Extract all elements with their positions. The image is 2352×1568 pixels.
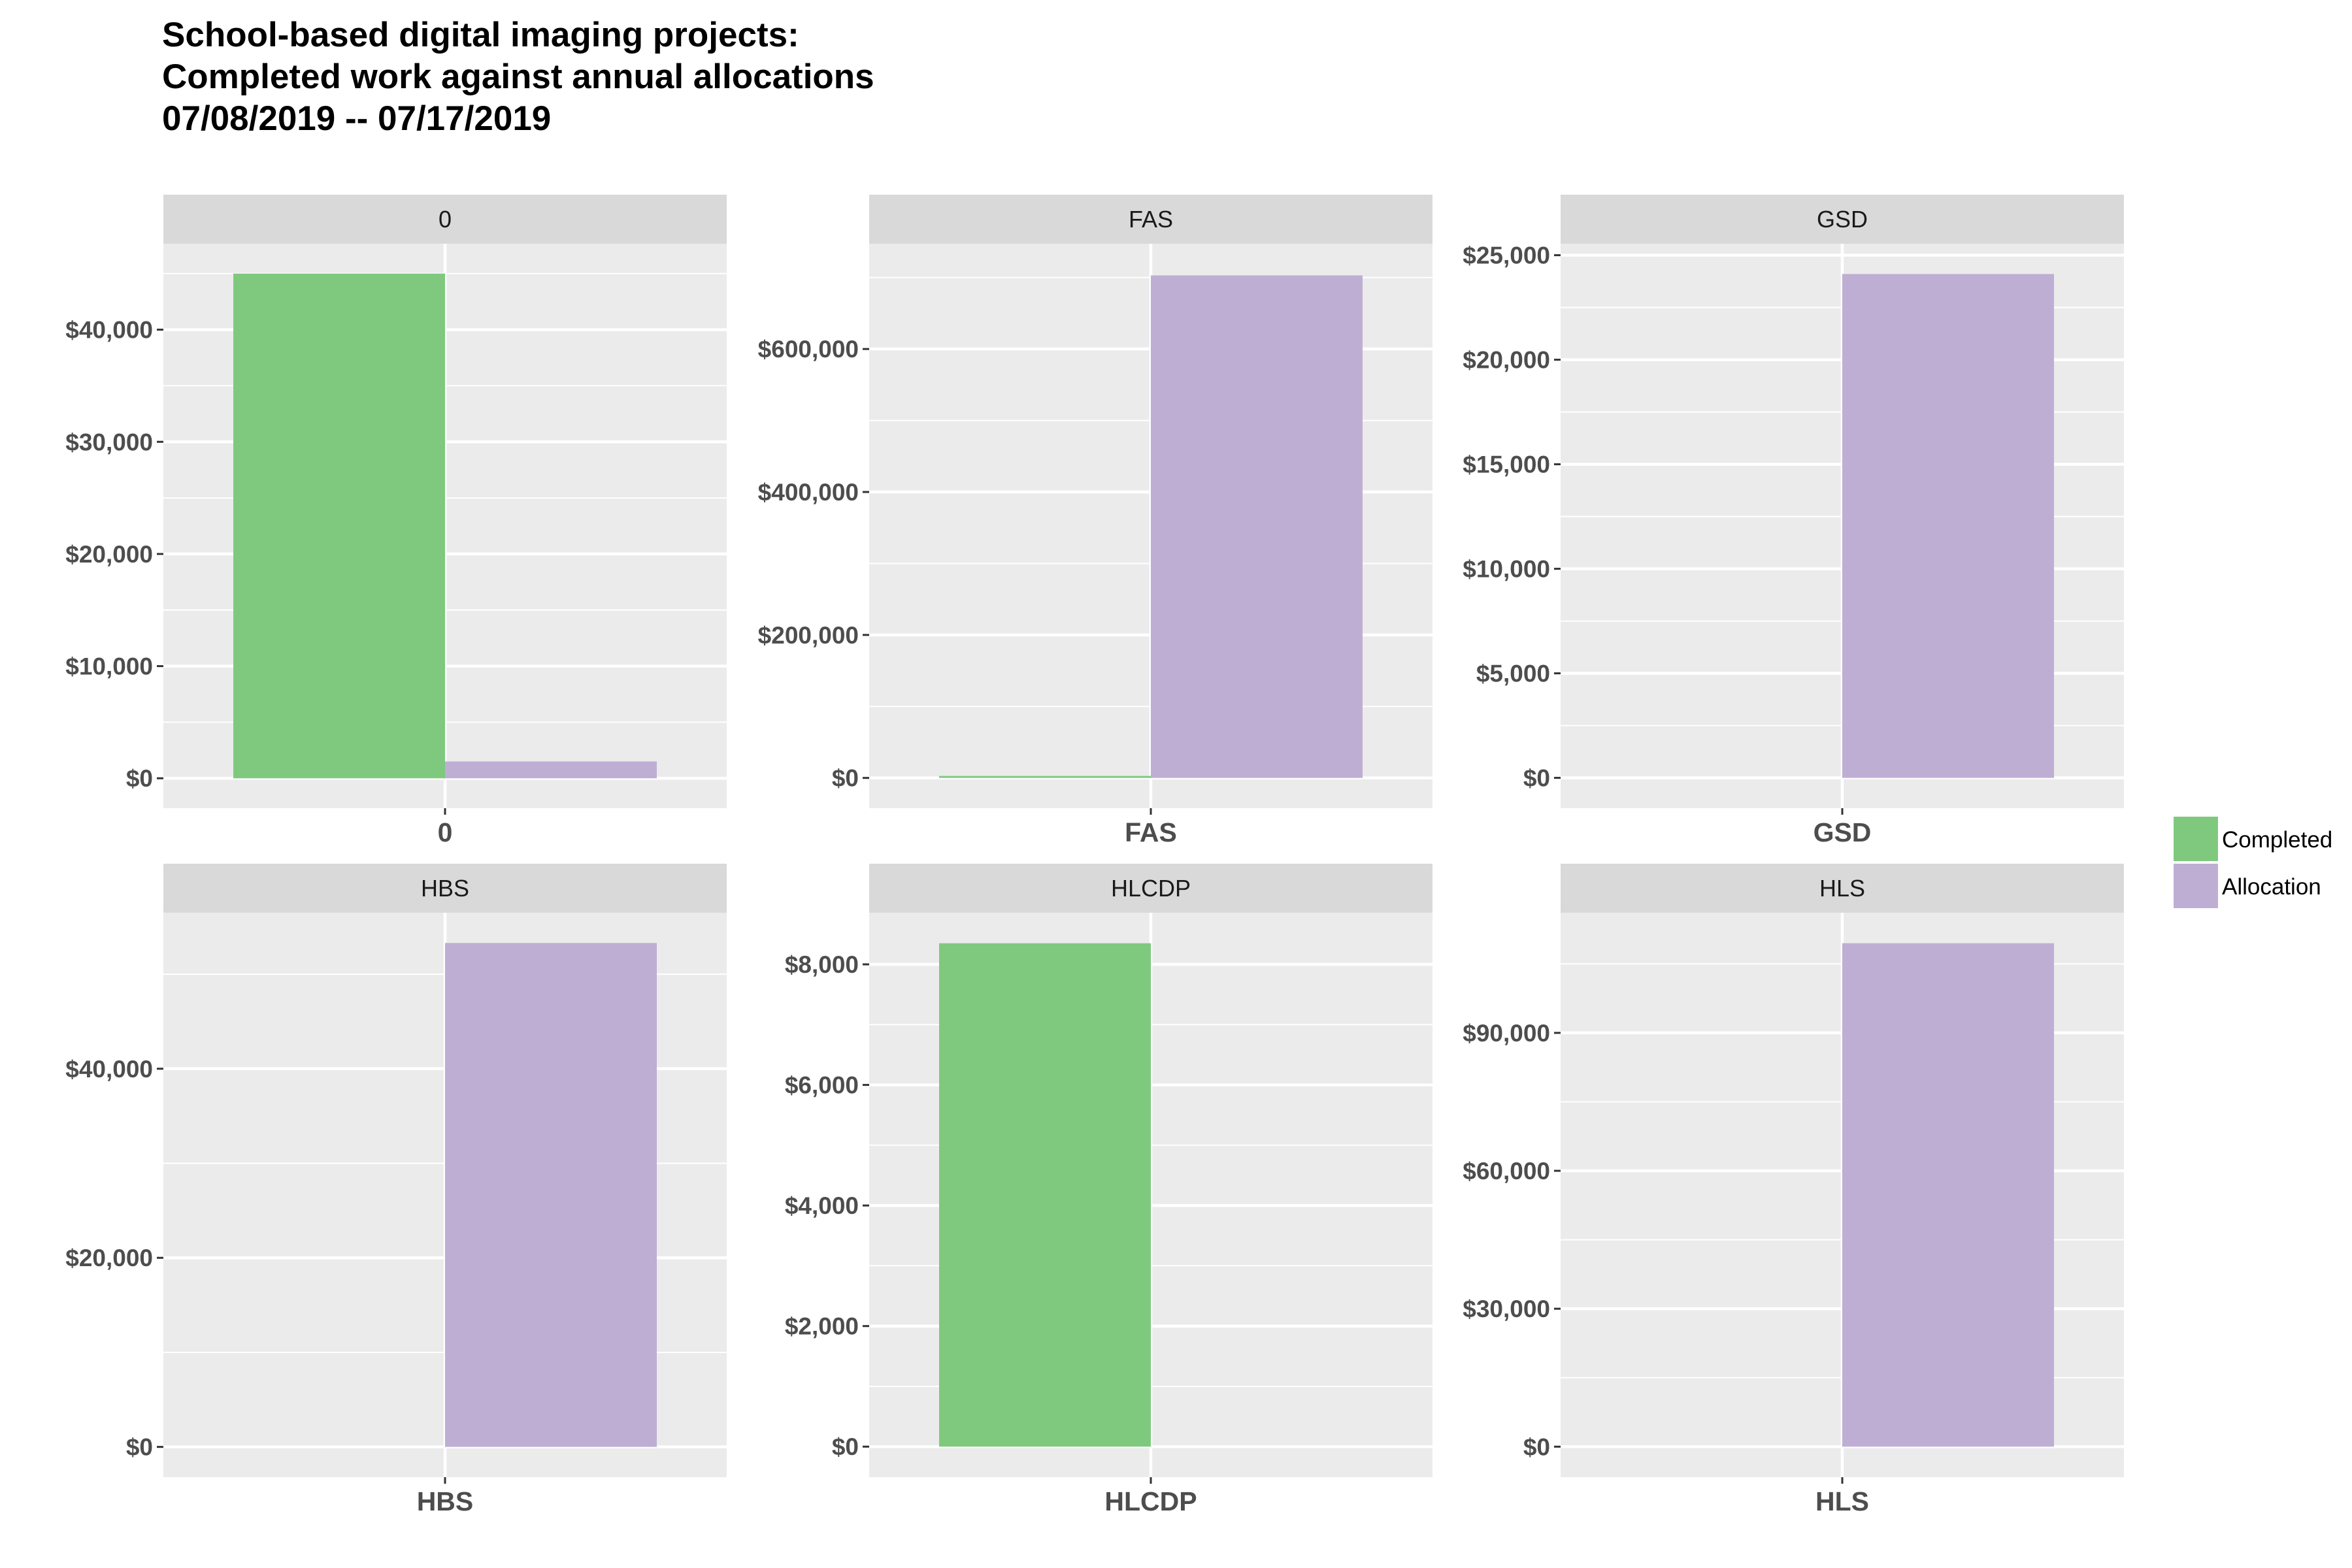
x-tick-label: GSD (1814, 817, 1872, 847)
y-tick-label: $0 (126, 765, 153, 792)
facet-strip (1561, 864, 2124, 913)
facet-hls: HLS $0 $30,000 $60,000 $90,000 HLS (1463, 864, 2124, 1516)
y-tick-label: $30,000 (1463, 1296, 1550, 1322)
bar-completed-fas (939, 776, 1151, 778)
facet-strip (869, 864, 1433, 913)
facet-fas: FAS $0 $200,000 $400,000 $600,000 FAS (758, 195, 1433, 847)
legend-key-allocation (2174, 864, 2218, 908)
y-tick-label: $10,000 (65, 653, 153, 680)
facet-strip-label: FAS (1129, 206, 1173, 233)
facet-strip-label: GSD (1817, 206, 1868, 233)
title-line-1: School-based digital imaging projects: (162, 16, 799, 54)
y-tick-label: $0 (126, 1434, 153, 1461)
y-tick-label: $90,000 (1463, 1020, 1550, 1047)
title-line-2: Completed work against annual allocation… (162, 57, 874, 96)
x-tick-label: HBS (417, 1486, 474, 1516)
legend-key-completed (2174, 817, 2218, 861)
y-tick-label: $30,000 (65, 429, 153, 455)
y-tick-label: $5,000 (1476, 661, 1550, 687)
bar-allocation-hls (1842, 943, 2054, 1447)
facet-strip (163, 195, 727, 244)
y-tick-label: $2,000 (785, 1313, 859, 1340)
chart-title: School-based digital imaging projects: C… (162, 14, 874, 140)
x-tick-label: 0 (438, 817, 453, 847)
x-tick-label: HLCDP (1104, 1486, 1197, 1516)
bar-allocation-fas (1151, 275, 1363, 778)
y-tick-label: $200,000 (758, 622, 859, 649)
y-tick-label: $25,000 (1463, 242, 1550, 269)
x-tick-label: FAS (1125, 817, 1177, 847)
y-tick-label: $6,000 (785, 1072, 859, 1099)
facet-strip (869, 195, 1433, 244)
facet-strip (1561, 195, 2124, 244)
facet-gsd: GSD $0 $5,000 $10,000 $15,000 $20,000 $25,000 G… (1463, 195, 2124, 847)
bar-allocation-hbs (445, 943, 657, 1447)
facet-hlcdp: HLCDP $0 $2,000 $4,000 $6,000 $8,000 HLCDP (785, 864, 1433, 1516)
facet-strip-label: HBS (421, 875, 469, 902)
y-tick-label: $20,000 (1463, 347, 1550, 374)
legend-label-allocation: Allocation (2222, 874, 2321, 900)
bar-allocation-gsd (1842, 274, 2054, 778)
y-tick-label: $600,000 (758, 336, 859, 363)
facet-strip (163, 864, 727, 913)
bar-completed-hlcdp (939, 943, 1151, 1447)
y-tick-label: $0 (832, 1433, 859, 1460)
title-line-3: 07/08/2019 -- 07/17/2019 (162, 99, 552, 138)
y-tick-label: $10,000 (1463, 556, 1550, 583)
facet-strip-label: HLS (1819, 875, 1865, 902)
facet-0: 0 $0 $10,000 $20,000 $30,000 $40,000 0 (65, 195, 727, 847)
x-tick-label: HLS (1815, 1486, 1869, 1516)
bar-allocation-0 (445, 761, 657, 779)
legend: Completed Allocation (2174, 817, 2332, 908)
y-tick-label: $60,000 (1463, 1158, 1550, 1184)
y-tick-label: $0 (1523, 765, 1550, 792)
y-tick-label: $15,000 (1463, 451, 1550, 478)
y-tick-label: $0 (1523, 1433, 1550, 1460)
y-tick-label: $20,000 (65, 541, 153, 568)
y-tick-label: $0 (832, 765, 859, 792)
y-tick-label: $40,000 (65, 317, 153, 344)
y-tick-label: $40,000 (65, 1056, 153, 1083)
y-tick-label: $4,000 (785, 1192, 859, 1219)
y-tick-label: $20,000 (65, 1245, 153, 1271)
y-tick-label: $400,000 (758, 479, 859, 506)
facet-strip-label: 0 (439, 206, 452, 233)
facet-hbs: HBS $0 $20,000 $40,000 HBS (65, 864, 727, 1516)
legend-label-completed: Completed (2222, 827, 2332, 853)
y-tick-label: $8,000 (785, 951, 859, 978)
bar-completed-0 (233, 273, 445, 779)
facet-strip-label: HLCDP (1111, 875, 1191, 902)
